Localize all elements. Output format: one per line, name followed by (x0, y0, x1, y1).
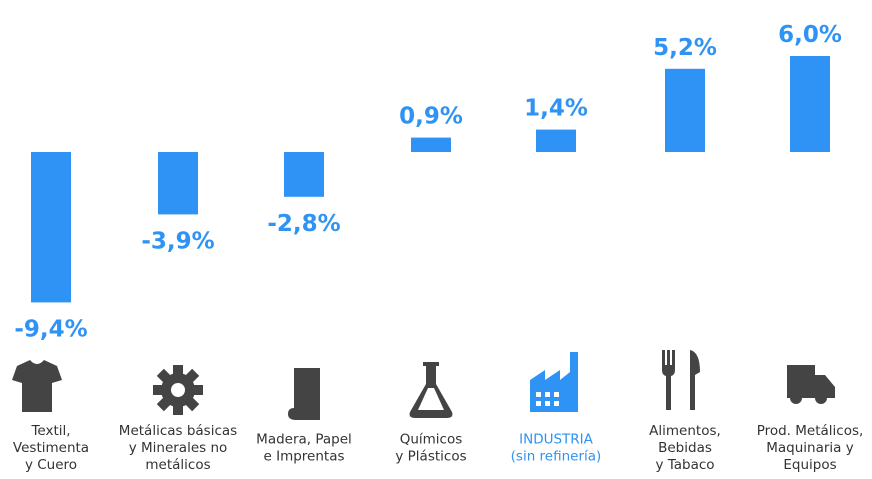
bar (536, 129, 576, 152)
icons (12, 350, 835, 420)
value-label: -3,9% (141, 228, 214, 254)
shirt-icon (12, 360, 62, 412)
value-label: 6,0% (778, 22, 842, 48)
bar (665, 68, 705, 152)
truck-icon (787, 365, 835, 404)
category-label: Madera, Papel e Imprentas (256, 432, 352, 465)
category-label: Textil, Vestimenta y Cuero (13, 423, 89, 473)
bar (284, 152, 324, 197)
value-label: 5,2% (653, 35, 717, 61)
category-label: INDUSTRIA (sin refinería) (511, 432, 602, 465)
bar (31, 152, 71, 303)
bar (411, 137, 451, 152)
bar (158, 152, 198, 215)
category-label: Químicos y Plásticos (395, 432, 466, 465)
flask-icon (409, 362, 453, 418)
value-label: 0,9% (399, 104, 463, 130)
factory-icon (530, 352, 578, 412)
gear-icon (153, 365, 203, 415)
value-label: -9,4% (14, 316, 87, 342)
category-label: Alimentos, Bebidas y Tabaco (649, 423, 721, 473)
category-label: Prod. Metálicos, Maquinaria y Equipos (757, 423, 864, 473)
paper-icon (288, 368, 320, 420)
cutlery-icon (662, 350, 700, 410)
bar (790, 56, 830, 152)
category-label: Metálicas básicas y Minerales no metálicos (119, 423, 237, 473)
value-label: 1,4% (524, 96, 588, 122)
value-label: -2,8% (267, 211, 340, 237)
